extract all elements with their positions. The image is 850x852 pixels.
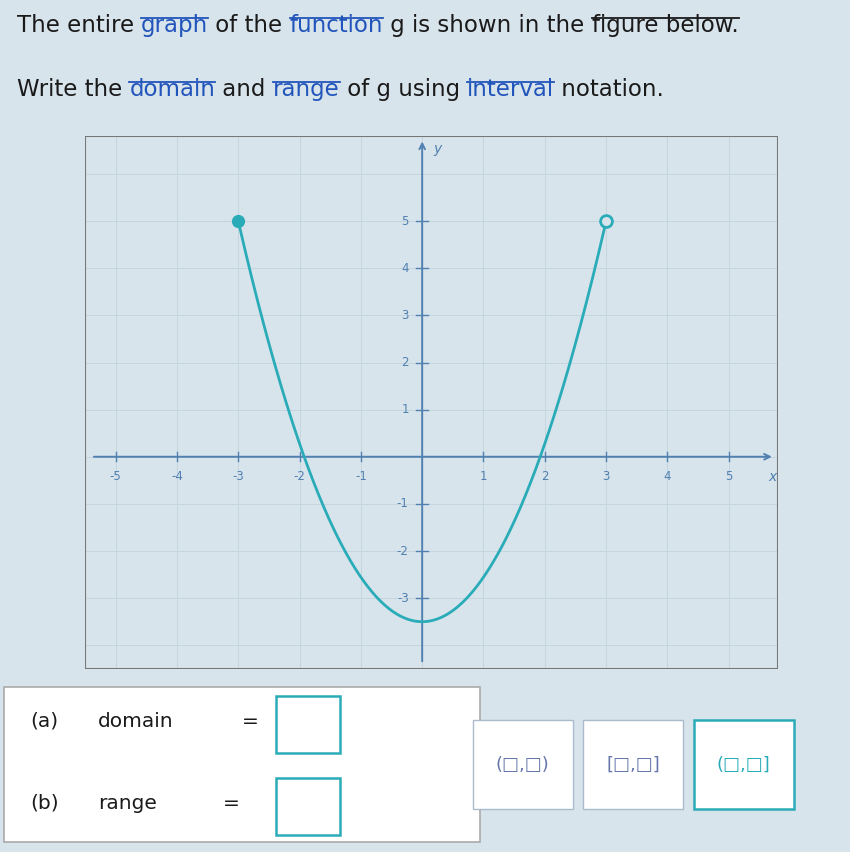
Text: -2: -2 (293, 470, 305, 483)
Text: of the: of the (208, 14, 290, 37)
Text: domain: domain (129, 78, 215, 101)
FancyBboxPatch shape (473, 720, 573, 809)
Text: domain: domain (98, 711, 173, 730)
Text: 5: 5 (401, 215, 409, 227)
Text: function: function (290, 14, 383, 37)
Text: 4: 4 (401, 262, 409, 274)
FancyBboxPatch shape (4, 687, 480, 843)
Text: 1: 1 (401, 403, 409, 416)
Text: (a): (a) (30, 711, 58, 730)
Text: (b): (b) (30, 793, 59, 813)
Text: (□,□]: (□,□] (717, 756, 771, 774)
Text: 3: 3 (401, 309, 409, 322)
FancyBboxPatch shape (583, 720, 683, 809)
Text: 2: 2 (401, 356, 409, 369)
Text: 5: 5 (725, 470, 733, 483)
Text: of g using: of g using (340, 78, 467, 101)
Text: 1: 1 (479, 470, 487, 483)
FancyBboxPatch shape (276, 778, 340, 836)
Text: 3: 3 (603, 470, 609, 483)
FancyBboxPatch shape (276, 696, 340, 753)
Text: The entire: The entire (17, 14, 141, 37)
Text: -5: -5 (110, 470, 122, 483)
Text: -3: -3 (232, 470, 244, 483)
Text: range: range (273, 78, 340, 101)
Text: -1: -1 (355, 470, 367, 483)
Text: 2: 2 (541, 470, 548, 483)
Text: x: x (768, 470, 777, 484)
Text: -4: -4 (171, 470, 183, 483)
Text: figure below.: figure below. (592, 14, 739, 37)
Text: [□,□]: [□,□] (606, 756, 660, 774)
Text: 4: 4 (664, 470, 672, 483)
Text: and: and (215, 78, 273, 101)
Text: g is shown in the: g is shown in the (383, 14, 592, 37)
Text: interval: interval (467, 78, 554, 101)
Text: -3: -3 (397, 591, 409, 605)
Text: =: = (223, 793, 240, 813)
Text: -1: -1 (397, 498, 409, 510)
Text: (□,□): (□,□) (496, 756, 550, 774)
Text: -2: -2 (397, 544, 409, 557)
Text: =: = (242, 711, 259, 730)
Text: range: range (98, 793, 156, 813)
Text: Write the: Write the (17, 78, 129, 101)
FancyBboxPatch shape (694, 720, 794, 809)
Text: notation.: notation. (554, 78, 664, 101)
Text: graph: graph (141, 14, 208, 37)
Text: y: y (434, 142, 441, 156)
